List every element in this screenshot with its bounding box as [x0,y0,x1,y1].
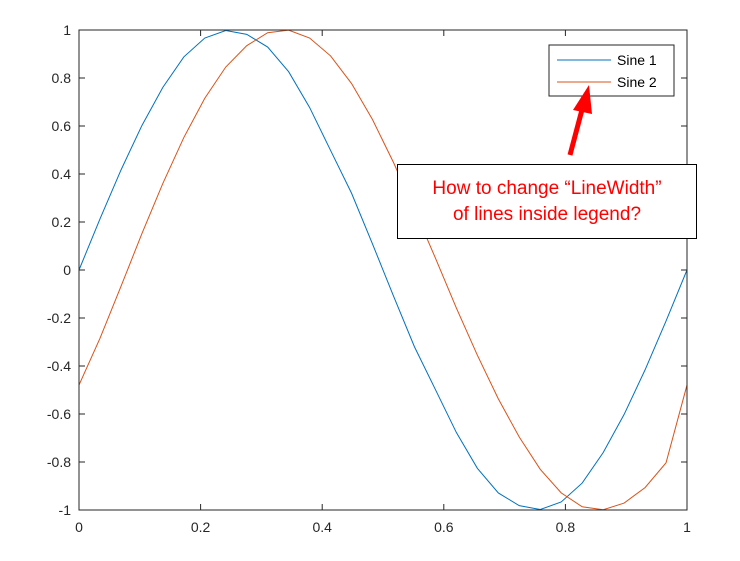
annotation-line-2: of lines inside legend? [452,203,642,225]
x-tick-label: 0 [75,519,83,535]
axis-ticks: 0 0.2 0.4 0.6 0.8 1 -1 -0.8 -0.6 -0.4 -0.2 0 0.2 0.4 0… [47,22,691,535]
x-tick-label: 1 [683,519,691,535]
y-tick-label: 0 [63,262,71,278]
y-tick-label: -0.8 [47,454,71,470]
series-line-2 [78,29,688,511]
annotation-callout: How to change “LineWidth” of lines insid… [397,164,697,239]
legend-label-sine-2: Sine 2 [617,74,657,90]
y-tick-label: -1 [59,502,72,518]
arrow-head [573,85,592,114]
legend: Sine 1 Sine 2 [548,44,675,97]
y-tick-label: 0.6 [52,118,72,134]
legend-box [548,44,675,97]
red-arrow [567,85,592,156]
y-tick-label: -0.4 [47,358,71,374]
y-tick-label: -0.6 [47,406,71,422]
y-tick-label: 0.2 [52,214,72,230]
arrow-shaft [567,105,586,156]
y-tick-label: 0.8 [52,70,72,86]
x-tick-label: 0.6 [434,519,454,535]
annotation-line-1: How to change “LineWidth” [432,177,662,199]
series-line-1 [78,29,688,511]
x-tick-label: 0.8 [556,519,576,535]
y-tick-label: 1 [63,22,71,38]
x-tick-label: 0.4 [312,519,332,535]
x-tick-label: 0.2 [191,519,211,535]
y-tick-label: -0.2 [47,310,71,326]
plot-area [78,29,688,511]
legend-label-sine-1: Sine 1 [617,52,657,68]
y-tick-label: 0.4 [52,166,72,182]
